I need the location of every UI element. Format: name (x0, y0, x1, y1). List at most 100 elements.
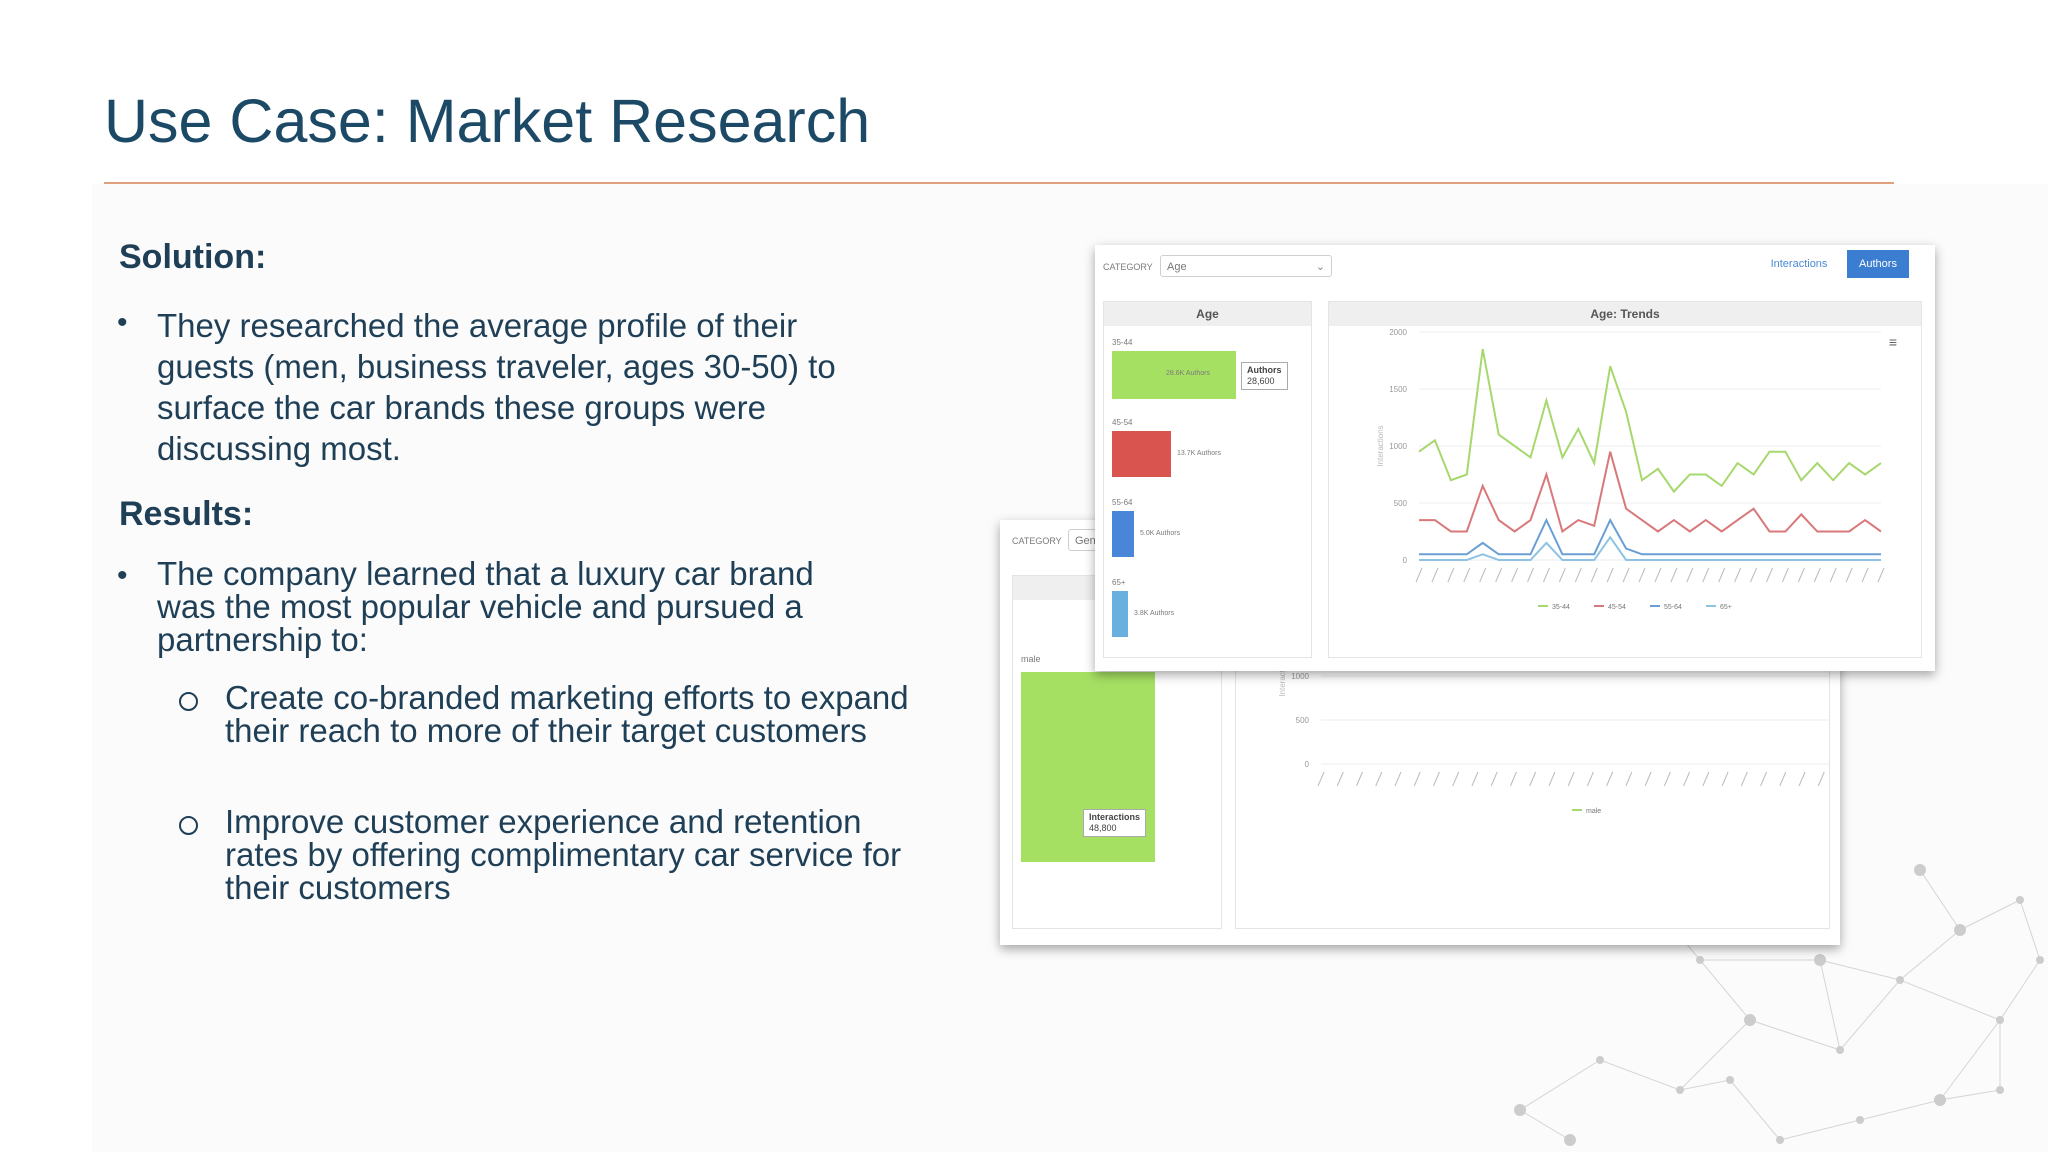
network-edge (1729, 1079, 1781, 1141)
y-tick-label: 500 (1296, 716, 1310, 725)
age-bar-value-label: 5.0K Authors (1140, 530, 1181, 537)
x-tick-mark (1702, 567, 1710, 583)
tooltip-value: 48,800 (1089, 823, 1117, 833)
y-tick-label: 1000 (1291, 672, 1309, 681)
x-tick-mark (1606, 771, 1614, 787)
legend-label: 35-44 (1552, 604, 1570, 611)
series-line-55-64 (1419, 517, 1881, 556)
x-tick-mark (1606, 567, 1614, 583)
category-dropdown[interactable]: Age ⌄ (1160, 255, 1332, 277)
x-tick-mark (1463, 567, 1471, 583)
network-node (1896, 976, 1904, 984)
y-tick-label: 1000 (1389, 442, 1407, 451)
bullet-marker: • (117, 306, 128, 339)
age-dashboard-screenshot: CATEGORY Age ⌄ Interactions Authors Age … (1095, 245, 1935, 671)
age-bar-value-label: 13.7K Authors (1177, 450, 1221, 457)
x-tick-mark (1490, 771, 1498, 787)
x-tick-mark (1797, 567, 1805, 583)
tab-interactions[interactable]: Interactions (1770, 258, 1828, 270)
results-bullet: The company learned that a luxury car br… (157, 555, 814, 658)
network-edge (1699, 959, 1751, 1021)
legend-label: male (1586, 808, 1601, 815)
age-group-label: 45-54 (1112, 418, 1133, 427)
legend-label: 65+ (1720, 604, 1732, 611)
x-tick-mark (1479, 567, 1487, 583)
age-bar[interactable] (1112, 351, 1236, 399)
network-edge (1999, 959, 2041, 1021)
bar-tooltip: Interactions 48,800 (1083, 809, 1147, 837)
category-label: CATEGORY (1103, 262, 1153, 272)
network-node (1934, 1094, 1946, 1106)
age-trend-panel: Age: Trends ≡ 2000 1500 1000 500 0 Interactio… (1328, 301, 1922, 658)
x-tick-mark (1683, 771, 1691, 787)
x-tick-mark (1586, 771, 1594, 787)
y-tick-label: 0 (1305, 760, 1310, 769)
network-node (2016, 896, 2024, 904)
network-node (1814, 954, 1826, 966)
age-bar[interactable] (1112, 511, 1134, 557)
x-tick-mark (1590, 567, 1598, 583)
network-node (1856, 1116, 1864, 1124)
network-node (1996, 1086, 2004, 1094)
category-value: Age (1167, 261, 1187, 273)
x-tick-mark (1798, 771, 1806, 787)
sub-bullet-marker (179, 816, 198, 835)
network-edge (1749, 1019, 1841, 1051)
chevron-down-icon: ⌄ (1315, 261, 1325, 273)
x-tick-mark (1622, 567, 1630, 583)
x-tick-mark (1452, 771, 1460, 787)
network-edge (1899, 929, 1961, 981)
x-tick-mark (1829, 567, 1837, 583)
x-tick-mark (1548, 771, 1556, 787)
age-bar[interactable] (1112, 431, 1171, 477)
x-tick-mark (1356, 771, 1363, 787)
title-divider (104, 182, 1894, 184)
x-tick-mark (1644, 771, 1652, 787)
x-tick-mark (1686, 567, 1694, 583)
network-edge (1679, 1019, 1751, 1091)
hamburger-icon[interactable]: ≡ (1888, 334, 1897, 350)
x-tick-mark (1760, 771, 1768, 787)
x-tick-mark (1638, 567, 1646, 583)
network-node (1996, 1016, 2004, 1024)
network-edge (1859, 1099, 1941, 1121)
network-node (1726, 1076, 1734, 1084)
tooltip-value: 28,600 (1247, 376, 1275, 386)
panel-header: Age: Trends (1329, 302, 1921, 326)
network-edge (1839, 979, 1901, 1051)
x-tick-mark (1734, 567, 1742, 583)
x-tick-mark (1542, 567, 1550, 583)
sub-bullet-2: Improve customer experience and retentio… (225, 803, 902, 906)
bar-label: male (1021, 654, 1041, 664)
bullet-marker: • (117, 559, 128, 592)
network-node (1836, 1046, 1844, 1054)
x-tick-mark (1336, 771, 1344, 787)
network-decoration (1514, 864, 2044, 1146)
age-bar[interactable] (1112, 591, 1128, 637)
x-tick-mark (1779, 771, 1787, 787)
network-edge (1599, 1059, 1681, 1091)
sub-bullet-1: Create co-branded marketing efforts to e… (225, 679, 909, 749)
x-tick-mark (1718, 567, 1726, 583)
category-label: CATEGORY (1012, 536, 1062, 546)
y-tick-label: 1500 (1389, 385, 1407, 394)
network-node (1776, 1136, 1784, 1144)
network-edge (1919, 869, 1961, 931)
tab-authors[interactable]: Authors (1847, 250, 1909, 278)
network-edge (1819, 959, 1901, 981)
network-edge (1959, 899, 2021, 931)
x-tick-mark (1766, 567, 1773, 583)
network-node (1914, 864, 1926, 876)
age-group-label: 65+ (1112, 578, 1126, 587)
y-tick-label: 2000 (1389, 328, 1407, 337)
age-bar-value-label: 3.8K Authors (1134, 610, 1175, 617)
age-bar-panel: Age 35-44 28.6K Authors 45-54 13.7K Authors… (1103, 301, 1312, 658)
x-tick-mark (1845, 567, 1853, 583)
x-tick-mark (1527, 567, 1534, 583)
network-edge (1939, 1089, 2001, 1101)
legend-label: 45-54 (1608, 604, 1626, 611)
tooltip-title: Interactions (1089, 812, 1141, 822)
network-edge (1899, 979, 2001, 1021)
network-edge (1939, 1019, 2001, 1101)
network-node (1744, 1014, 1756, 1026)
